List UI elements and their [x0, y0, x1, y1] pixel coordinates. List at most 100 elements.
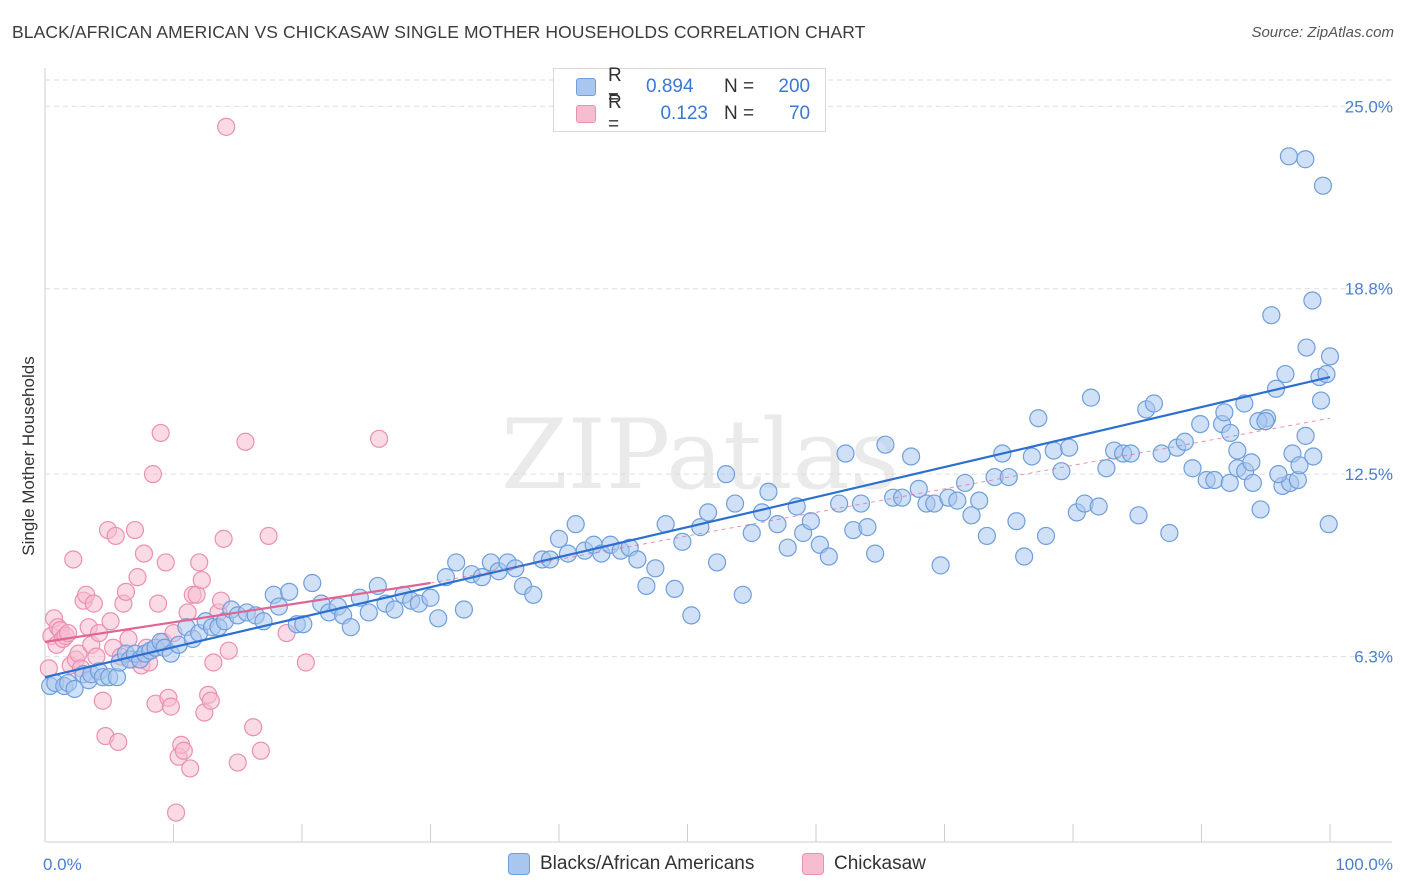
pink-swatch — [576, 105, 596, 123]
chickasaw-point — [228, 753, 247, 772]
blacks-point — [778, 538, 797, 557]
source-label: Source: ZipAtlas.com — [1251, 24, 1394, 41]
blacks-point — [866, 544, 885, 563]
blacks-point — [673, 532, 692, 551]
chickasaw-point — [370, 429, 389, 448]
blue-swatch — [508, 853, 530, 875]
chickasaw-point — [128, 568, 147, 587]
blacks-point — [752, 503, 772, 522]
chickasaw-point — [192, 570, 211, 590]
chickasaw-point — [64, 550, 83, 569]
blacks-point — [65, 679, 84, 699]
y-tick-label: 6.3% — [1354, 648, 1393, 667]
chickasaw-point — [156, 553, 175, 572]
blacks-point — [733, 585, 752, 604]
blacks-point — [429, 609, 448, 628]
blacks-point — [682, 606, 701, 625]
blacks-point — [1279, 147, 1299, 166]
r-value: 0.123 — [660, 103, 708, 124]
chickasaw-point — [166, 803, 186, 822]
chickasaw-point — [125, 520, 145, 540]
n-label: N = — [724, 103, 755, 124]
n-value: 70 — [788, 103, 811, 124]
blacks-point — [901, 447, 921, 466]
chickasaw-point — [181, 759, 200, 778]
blacks-point — [1256, 412, 1275, 431]
chickasaw-point — [244, 718, 263, 737]
blacks-point — [698, 503, 718, 522]
r-label: R = — [608, 92, 622, 135]
blacks-point — [1220, 473, 1239, 493]
blacks-point — [1129, 506, 1148, 525]
blacks-point — [637, 576, 656, 596]
r-value: 0.894 — [646, 76, 694, 97]
blacks-point — [1191, 414, 1210, 434]
n-label: N = — [724, 76, 755, 97]
blacks-point — [1183, 459, 1202, 478]
chickasaw-trend-line — [44, 581, 431, 643]
x-tick-label: 100.0% — [1335, 855, 1393, 874]
blacks-point — [955, 473, 975, 493]
blacks-point — [524, 585, 543, 604]
chickasaw-point — [87, 647, 106, 666]
blacks-point — [1060, 438, 1079, 457]
blacks-point — [447, 553, 466, 572]
y-axis-label: Single Mother Households — [19, 356, 38, 555]
y-tick-label: 25.0% — [1345, 97, 1393, 116]
chickasaw-point — [116, 582, 136, 601]
blacks-point — [851, 494, 871, 513]
blacks-point — [665, 579, 684, 599]
pink-swatch — [802, 853, 824, 875]
chickasaw-point — [143, 465, 163, 484]
n-value: 200 — [778, 76, 811, 97]
axes — [44, 68, 1392, 843]
chickasaw-point — [236, 432, 255, 451]
blacks-point — [1205, 470, 1224, 490]
chickasaw-point — [106, 526, 125, 546]
blacks-point — [909, 479, 928, 498]
blacks-point — [359, 603, 378, 622]
blacks-point — [1304, 447, 1323, 466]
blacks-point — [742, 523, 761, 543]
chickasaw-point — [93, 691, 112, 710]
blacks-point — [1022, 447, 1041, 466]
blacks-point — [549, 529, 569, 548]
blacks-point — [962, 506, 981, 525]
blacks-point — [1303, 291, 1322, 310]
y-tick-label: 12.5% — [1345, 465, 1393, 484]
blacks-trend-line — [44, 375, 1331, 679]
chickasaw-point — [101, 612, 120, 631]
blacks-point — [1221, 423, 1240, 443]
blacks-point — [421, 588, 440, 607]
chickasaw-point — [296, 653, 315, 672]
blacks-point — [1015, 547, 1034, 566]
blacks-point — [1144, 394, 1164, 413]
blacks-point — [341, 618, 360, 637]
blacks-point — [385, 600, 404, 619]
blacks-point — [1160, 523, 1179, 543]
chickasaw-point — [251, 741, 270, 760]
blacks-point — [759, 482, 778, 501]
blacks-point — [107, 668, 127, 687]
chickasaw-point — [148, 594, 168, 613]
blacks-point — [1089, 497, 1108, 516]
blacks-point — [1152, 444, 1171, 463]
blacks-point — [1319, 515, 1338, 534]
legend-item-blacks: Blacks/African Americans — [508, 851, 754, 877]
blacks-point — [294, 615, 313, 634]
blacks-point — [836, 444, 855, 463]
x-tick-label: 0.0% — [43, 855, 82, 874]
blacks-point — [1215, 403, 1234, 422]
blacks-point — [1276, 364, 1295, 384]
blacks-point — [454, 600, 474, 619]
blacks-point — [948, 491, 967, 510]
blacks-point — [858, 518, 877, 537]
legend-row-chickasaw: R = 0.123 N = 70 — [576, 92, 811, 135]
legend-item-chickasaw: Chickasaw — [802, 851, 926, 877]
blacks-point — [801, 512, 820, 531]
blacks-point — [280, 582, 299, 601]
legend-row-blacks: R = 0.894 N = 200 — [576, 65, 811, 108]
chart-title: BLACK/AFRICAN AMERICAN VS CHICKASAW SING… — [12, 22, 866, 42]
blacks-point — [1290, 456, 1309, 475]
blacks-point — [707, 553, 727, 572]
